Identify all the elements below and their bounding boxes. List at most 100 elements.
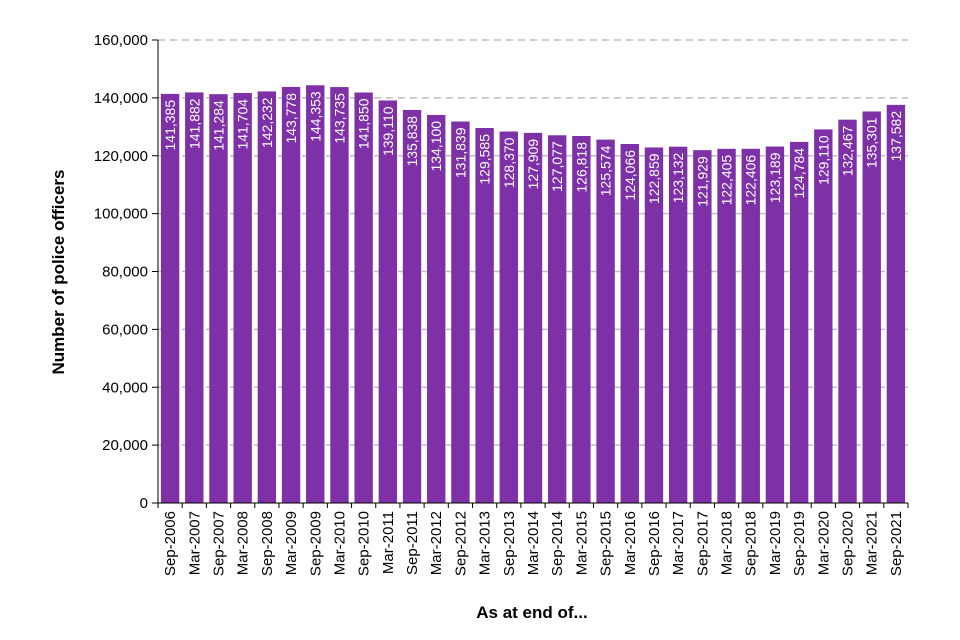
bar-value-label: 141,850 [356,98,372,149]
x-tick-label: Sep-2013 [501,511,518,576]
axes [152,39,909,508]
bar-value-label: 127,909 [525,139,541,190]
x-tick-label: Mar-2011 [380,511,397,574]
x-tick-label: Sep-2008 [259,511,276,576]
x-tick-label: Mar-2015 [573,511,590,575]
bar [693,150,712,503]
bar-value-label: 122,406 [743,155,759,206]
x-axis-title: As at end of... [476,603,587,622]
y-tick-label: 160,000 [94,32,148,49]
bar-value-label: 137,582 [888,111,904,162]
bar [814,129,833,503]
x-tick-label: Sep-2015 [598,511,615,576]
bar [862,111,881,504]
x-tick-label: Mar-2019 [767,511,784,575]
bar-value-label: 123,132 [670,152,686,203]
y-tick-label: 80,000 [102,264,148,281]
bar [620,143,639,503]
bar-value-label: 129,585 [477,134,493,185]
bar-value-label: 135,301 [864,117,880,168]
bar [523,132,543,503]
bar-value-label: 141,284 [210,100,226,151]
bar [717,148,736,503]
bar-value-label: 139,110 [380,106,396,156]
bar-value-label: 123,189 [767,152,783,203]
bar [644,147,664,503]
bar-value-label: 126,818 [573,142,589,193]
x-tick-label: Sep-2018 [743,511,760,576]
x-tick-label: Mar-2010 [331,511,348,575]
bar [668,146,688,503]
x-tick-label: Mar-2014 [525,511,542,575]
bar-value-label: 141,385 [162,100,178,151]
y-tick-label: 140,000 [94,90,148,107]
bar [402,109,422,503]
bar-value-label: 144,353 [307,91,323,142]
y-tick-label: 0 [140,495,148,512]
bar [233,92,252,503]
bar-value-label: 141,704 [235,99,251,150]
bar-value-label: 135,838 [404,116,420,167]
x-tick-label: Sep-2014 [549,511,566,576]
bar-value-label: 129,110 [815,135,831,185]
x-tick-label: Sep-2020 [840,511,857,576]
bar-value-label: 128,370 [501,137,517,188]
bar [499,131,518,504]
x-tick-label: Mar-2016 [622,511,639,575]
x-tick-label: Mar-2012 [428,511,445,575]
y-tick-labels: 0 20,000 40,000 60,000 80,000 100,000 120,000 1… [94,32,148,512]
y-tick-label: 100,000 [94,206,148,223]
bar-value-label: 124,784 [791,148,807,199]
bar-value-label: 127,077 [549,141,565,192]
bar-value-label: 122,859 [646,153,662,204]
bar [281,86,301,503]
bar-value-label: 125,574 [598,145,614,196]
bar-value-label: 121,929 [694,156,710,207]
bar [886,104,906,504]
bar [330,87,349,504]
bar-value-label: 143,735 [331,93,347,144]
bar [257,91,277,504]
y-axis-title: Number of police officers [49,170,68,375]
x-tick-label: Sep-2012 [452,511,469,576]
x-tick-label: Mar-2013 [477,511,494,575]
bar [765,146,785,503]
bar [741,148,760,503]
bar-value-labels: 141,385 141,882 141,284 141,704 142,232 143,7… [162,91,904,207]
bar-value-label: 132,467 [840,125,856,176]
bar [185,92,204,504]
x-tick-labels: Sep-2006 Mar-2007 Sep-2007 Mar-2008 Sep-2008… [162,511,905,576]
bar [838,119,857,504]
bar-value-label: 142,232 [259,97,275,148]
x-tick-label: Mar-2009 [283,511,300,575]
bar-value-label: 124,066 [622,150,638,201]
bar-value-label: 131,839 [452,127,468,178]
bar [354,92,373,504]
bar [378,100,398,503]
x-tick-label: Sep-2011 [404,511,421,575]
bar [789,141,809,503]
bar [548,135,567,503]
x-tick-label: Sep-2021 [888,511,905,576]
y-tick-label: 20,000 [102,437,148,454]
x-tick-label: Mar-2008 [235,511,252,575]
bar-value-label: 122,405 [719,155,735,206]
bar [209,94,228,503]
x-tick-label: Mar-2007 [186,511,203,575]
x-tick-label: Sep-2016 [646,511,663,576]
x-tick-label: Sep-2009 [307,511,324,576]
bar [596,139,615,503]
x-tick-label: Mar-2021 [864,511,881,575]
bar [306,85,325,503]
bar [160,93,180,503]
x-tick-label: Mar-2018 [719,511,736,575]
x-tick-label: Mar-2020 [815,511,832,575]
bar [427,114,446,504]
x-tick-label: Sep-2010 [356,511,373,576]
y-tick-label: 40,000 [102,379,148,396]
bar [572,136,591,503]
bar [451,121,470,503]
bar [475,128,494,503]
x-tick-label: Sep-2006 [162,511,179,576]
